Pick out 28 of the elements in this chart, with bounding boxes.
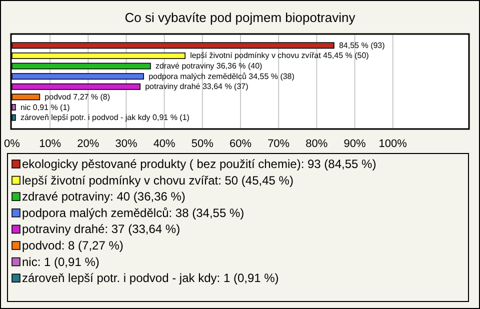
legend-label: lepší životní podmínky v chovu zvířat: 50 (45,45 %) [22,173,294,188]
x-tick-label: 0% [4,138,20,150]
x-tick-label: 40% [153,138,176,150]
legend-label: zdravé potraviny: 40 (36,36 %) [22,190,186,204]
x-tick-label: 30% [115,138,138,150]
x-tick-label: 50% [191,138,214,150]
data-label: lepší životní podmínky v chovu zvířat 45,45 % (50) [190,51,370,60]
data-label: zdravé potraviny 36,36 % (40) [155,62,263,71]
x-tick-label: 60% [229,138,252,150]
chart-title: Co si vybavíte pod pojmem biopotraviny [124,10,356,25]
legend-label: podpora malých zemědělců: 38 (34,55 %) [22,206,244,220]
data-label: podvod 7,27 % (8) [44,92,110,102]
legend-label: podvod: 8 (7,27 %) [22,238,124,252]
legend-label: potraviny drahé: 37 (33,64 %) [22,222,180,236]
x-tick-label: 90% [344,138,366,150]
data-label: potraviny drahé 33,64 % (37) [145,82,249,92]
x-tick-label: 100% [378,138,408,150]
x-tick-label: 20% [77,138,100,150]
x-tick-label: 70% [268,138,290,150]
legend-label: nic: 1 (0,91 %) [22,254,100,269]
x-tick-label: 10% [39,138,62,150]
legend-label: ekologicky pěstované produkty ( bez použití chemie): 93 (84,55 %) [22,157,376,171]
legend-label: zároveň lepší potr. i podvod - jak kdy: 1 (0,91 %) [22,271,279,286]
data-label: 84,55 % (93) [338,40,386,50]
data-label: zároveň lepší potr. i podvod - jak kdy 0,91 % (1) [20,113,190,122]
data-label: podpora malých zemědělců 34,55 % (38) [148,72,295,81]
x-tick-label: 80% [306,138,328,150]
data-label: nic 0,91 % (1) [20,102,70,112]
